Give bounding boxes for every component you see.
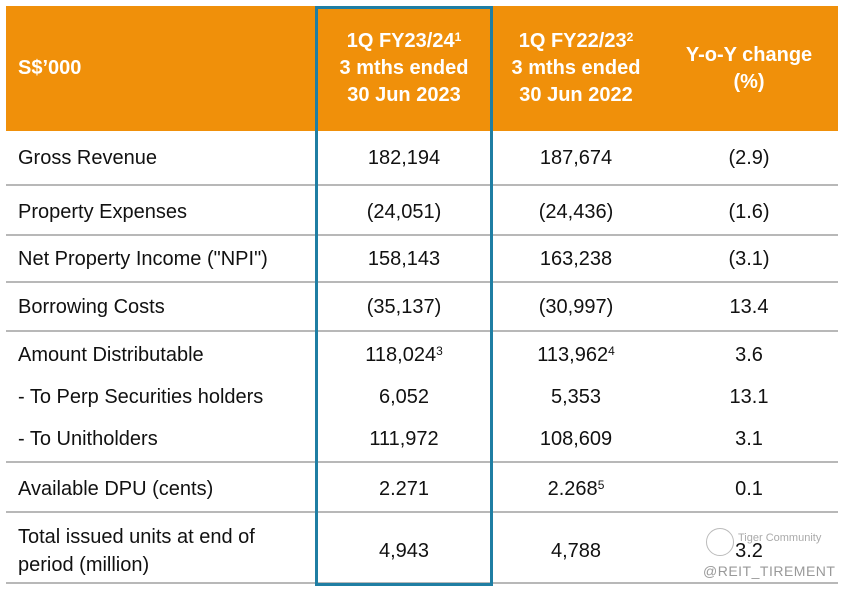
header-prior-period: 1Q FY22/232 3 mths ended 30 Jun 2022 — [511, 30, 641, 106]
current-value: (24,051) — [366, 201, 442, 223]
table-row-group: Amount Distributable 118,024 3 113,962 4 3… — [6, 332, 838, 463]
current-value: 182,194 — [367, 146, 441, 169]
watermark-logo-icon — [706, 528, 734, 556]
current-value: 111,972 — [369, 428, 439, 450]
row-label: - To Perp Securities holders — [18, 386, 264, 408]
row-label: Amount Distributable — [18, 344, 204, 366]
current-value: (35,137) — [366, 295, 442, 318]
yoy-value: 3.6 — [735, 344, 763, 366]
row-label: Gross Revenue — [18, 146, 157, 169]
yoy-value: (2.9) — [728, 146, 770, 169]
prior-value: 2.268 5 — [547, 478, 605, 500]
yoy-value: 3.2 — [735, 540, 763, 562]
yoy-value: (1.6) — [728, 201, 770, 223]
watermark-handle: @REIT_TIREMENT — [703, 563, 836, 579]
prior-value: 187,674 — [539, 146, 613, 169]
row-label: Available DPU (cents) — [18, 478, 214, 500]
prior-value: 108,609 — [539, 428, 613, 450]
watermark-brand: Tiger Community — [738, 532, 822, 544]
header-yoy-change: Y-o-Y change (%) — [685, 43, 813, 93]
table-row: Available DPU (cents) 2.271 2.268 5 0.1 — [6, 463, 838, 513]
prior-value: (24,436) — [538, 201, 614, 223]
prior-value: (30,997) — [538, 295, 614, 318]
row-label: Property Expenses — [18, 201, 187, 223]
current-value: 158,143 — [367, 247, 441, 270]
table-row: Gross Revenue 182,194 187,674 (2.9) — [6, 131, 838, 186]
prior-value: 5,353 — [550, 386, 602, 408]
current-value: 6,052 — [378, 386, 430, 408]
yoy-value: 3.1 — [735, 428, 763, 450]
current-value: 118,024 3 — [365, 344, 443, 366]
yoy-value: 13.1 — [729, 386, 769, 408]
table-row: Net Property Income ("NPI") 158,143 163,… — [6, 236, 838, 283]
current-value: 2.271 — [378, 478, 430, 500]
prior-value: 163,238 — [539, 247, 613, 270]
header-currency-unit: S$’000 — [18, 57, 82, 79]
yoy-value: 0.1 — [735, 478, 763, 500]
header-current-period: 1Q FY23/241 3 mths ended 30 Jun 2023 — [339, 30, 469, 106]
current-value: 4,943 — [378, 540, 430, 562]
current-period-highlight-box — [315, 6, 493, 586]
row-label: Net Property Income ("NPI") — [18, 247, 268, 270]
table-header-background — [6, 6, 838, 131]
prior-value: 4,788 — [550, 540, 602, 562]
prior-value: 113,962 4 — [537, 344, 615, 366]
table-row: Borrowing Costs (35,137) (30,997) 13.4 — [6, 283, 838, 332]
yoy-value: 13.4 — [729, 295, 769, 318]
row-label: - To Unitholders — [18, 428, 158, 450]
table-row: Property Expenses (24,051) (24,436) (1.6… — [6, 186, 838, 236]
row-label: Total issued units at end of period (mill… — [18, 526, 255, 576]
yoy-value: (3.1) — [728, 247, 770, 270]
row-label: Borrowing Costs — [18, 295, 165, 318]
